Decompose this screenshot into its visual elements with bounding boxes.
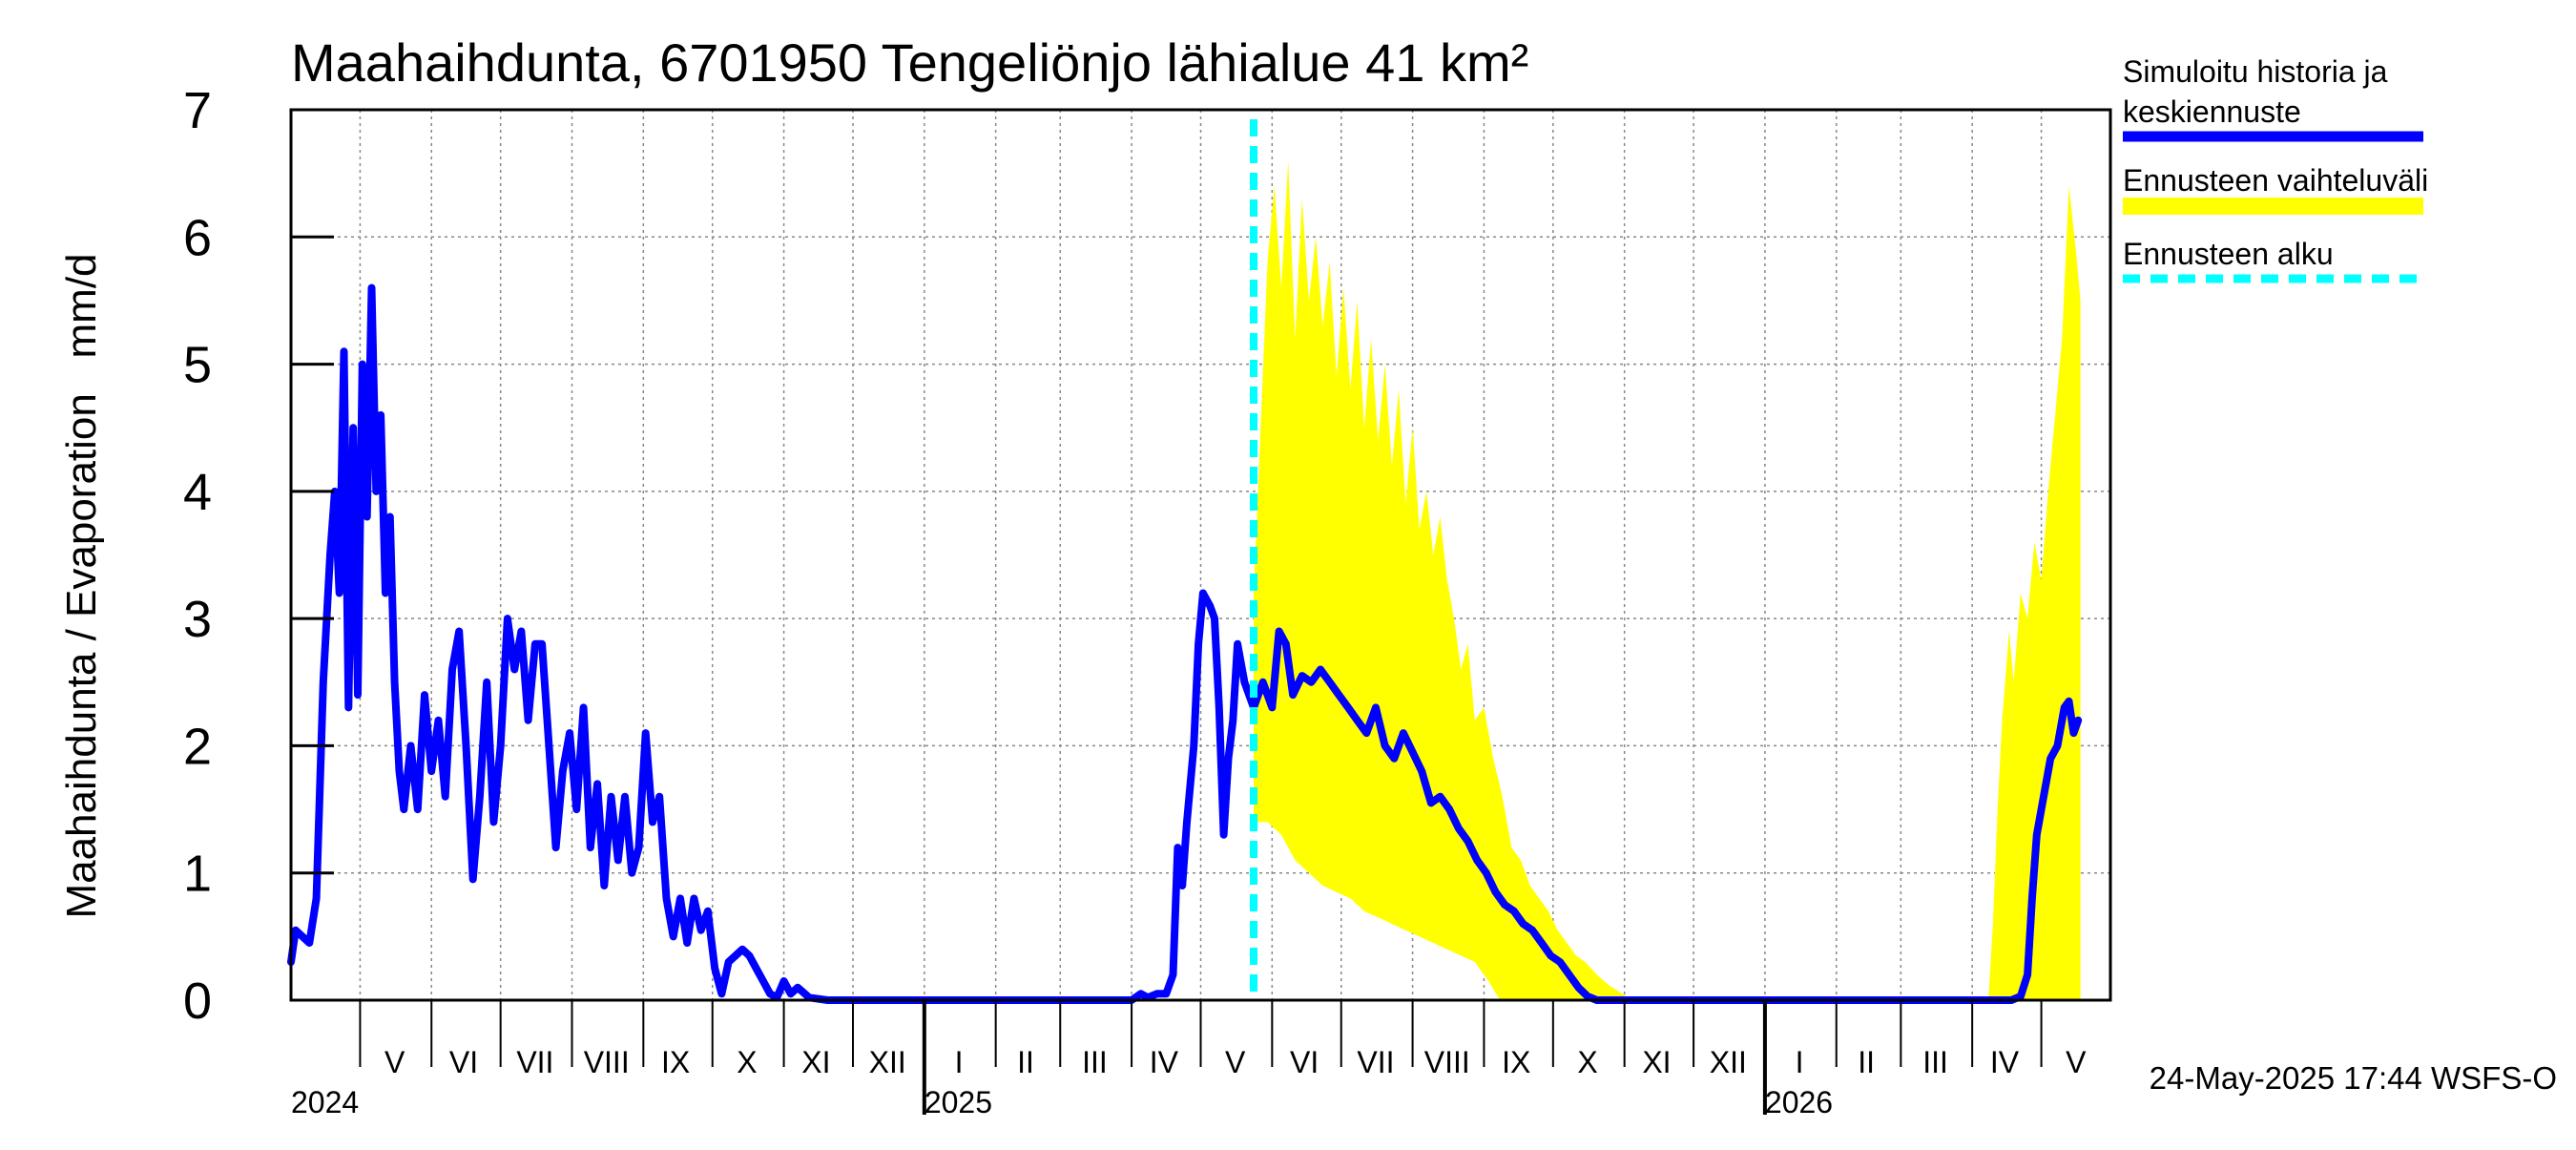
year-label: 2024 — [291, 1085, 359, 1119]
forecast-range-band — [1254, 160, 2081, 1001]
month-label: VIII — [1424, 1045, 1470, 1079]
month-label: I — [1796, 1045, 1804, 1079]
legend-label-simulated-line1: Simuloitu historia ja — [2123, 54, 2388, 89]
y-tick-label: 7 — [183, 82, 212, 139]
month-label: VII — [1357, 1045, 1394, 1079]
legend-label-simulated-line2: keskiennuste — [2123, 94, 2301, 129]
year-label: 2025 — [924, 1085, 992, 1119]
plot-frame — [289, 108, 2112, 1002]
month-label: I — [955, 1045, 964, 1079]
month-label: VIII — [584, 1045, 630, 1079]
month-label: II — [1017, 1045, 1034, 1079]
month-label: IX — [661, 1045, 690, 1079]
month-label: X — [737, 1045, 757, 1079]
grid-layer — [291, 109, 2110, 1000]
legend-label-range: Ennusteen vaihteluväli — [2123, 163, 2428, 198]
month-label: X — [1577, 1045, 1597, 1079]
legend-label-forecast-start: Ennusteen alku — [2123, 237, 2334, 271]
simulated-series-line — [287, 283, 2083, 1004]
y-tick-label: 2 — [183, 718, 212, 775]
month-label: II — [1858, 1045, 1875, 1079]
legend: Simuloitu historia ja keskiennuste Ennus… — [2123, 54, 2428, 283]
axes-layer — [289, 108, 2112, 1115]
month-label: XII — [869, 1045, 906, 1079]
month-label: V — [1225, 1045, 1246, 1079]
month-label: VII — [516, 1045, 553, 1079]
series-line-layer — [287, 283, 2083, 1004]
month-label: VI — [1290, 1045, 1319, 1079]
month-label: VI — [449, 1045, 478, 1079]
month-label: IV — [1150, 1045, 1179, 1079]
month-label: V — [2066, 1045, 2087, 1079]
month-label: XII — [1710, 1045, 1747, 1079]
month-label: XI — [801, 1045, 830, 1079]
month-label: III — [1082, 1045, 1108, 1079]
y-tick-label: 1 — [183, 846, 212, 903]
chart-title: Maahaihdunta, 6701950 Tengeliönjo lähial… — [291, 32, 1528, 93]
y-tick-label: 0 — [183, 972, 212, 1030]
month-label: IX — [1502, 1045, 1530, 1079]
forecast-range-layer — [1254, 160, 2081, 1001]
y-tick-label: 6 — [183, 209, 212, 266]
month-label: IV — [1990, 1045, 2020, 1079]
y-axis-label: Maahaihdunta / Evaporation mm/d — [58, 253, 105, 918]
year-label: 2026 — [1765, 1085, 1833, 1119]
month-label: V — [384, 1045, 405, 1079]
y-tick-label: 5 — [183, 337, 212, 394]
y-tick-label: 4 — [183, 464, 212, 521]
month-label: III — [1922, 1045, 1948, 1079]
month-label: XI — [1642, 1045, 1671, 1079]
footer-timestamp: 24-May-2025 17:44 WSFS-O — [2150, 1060, 2557, 1096]
y-tick-label: 3 — [183, 591, 212, 648]
